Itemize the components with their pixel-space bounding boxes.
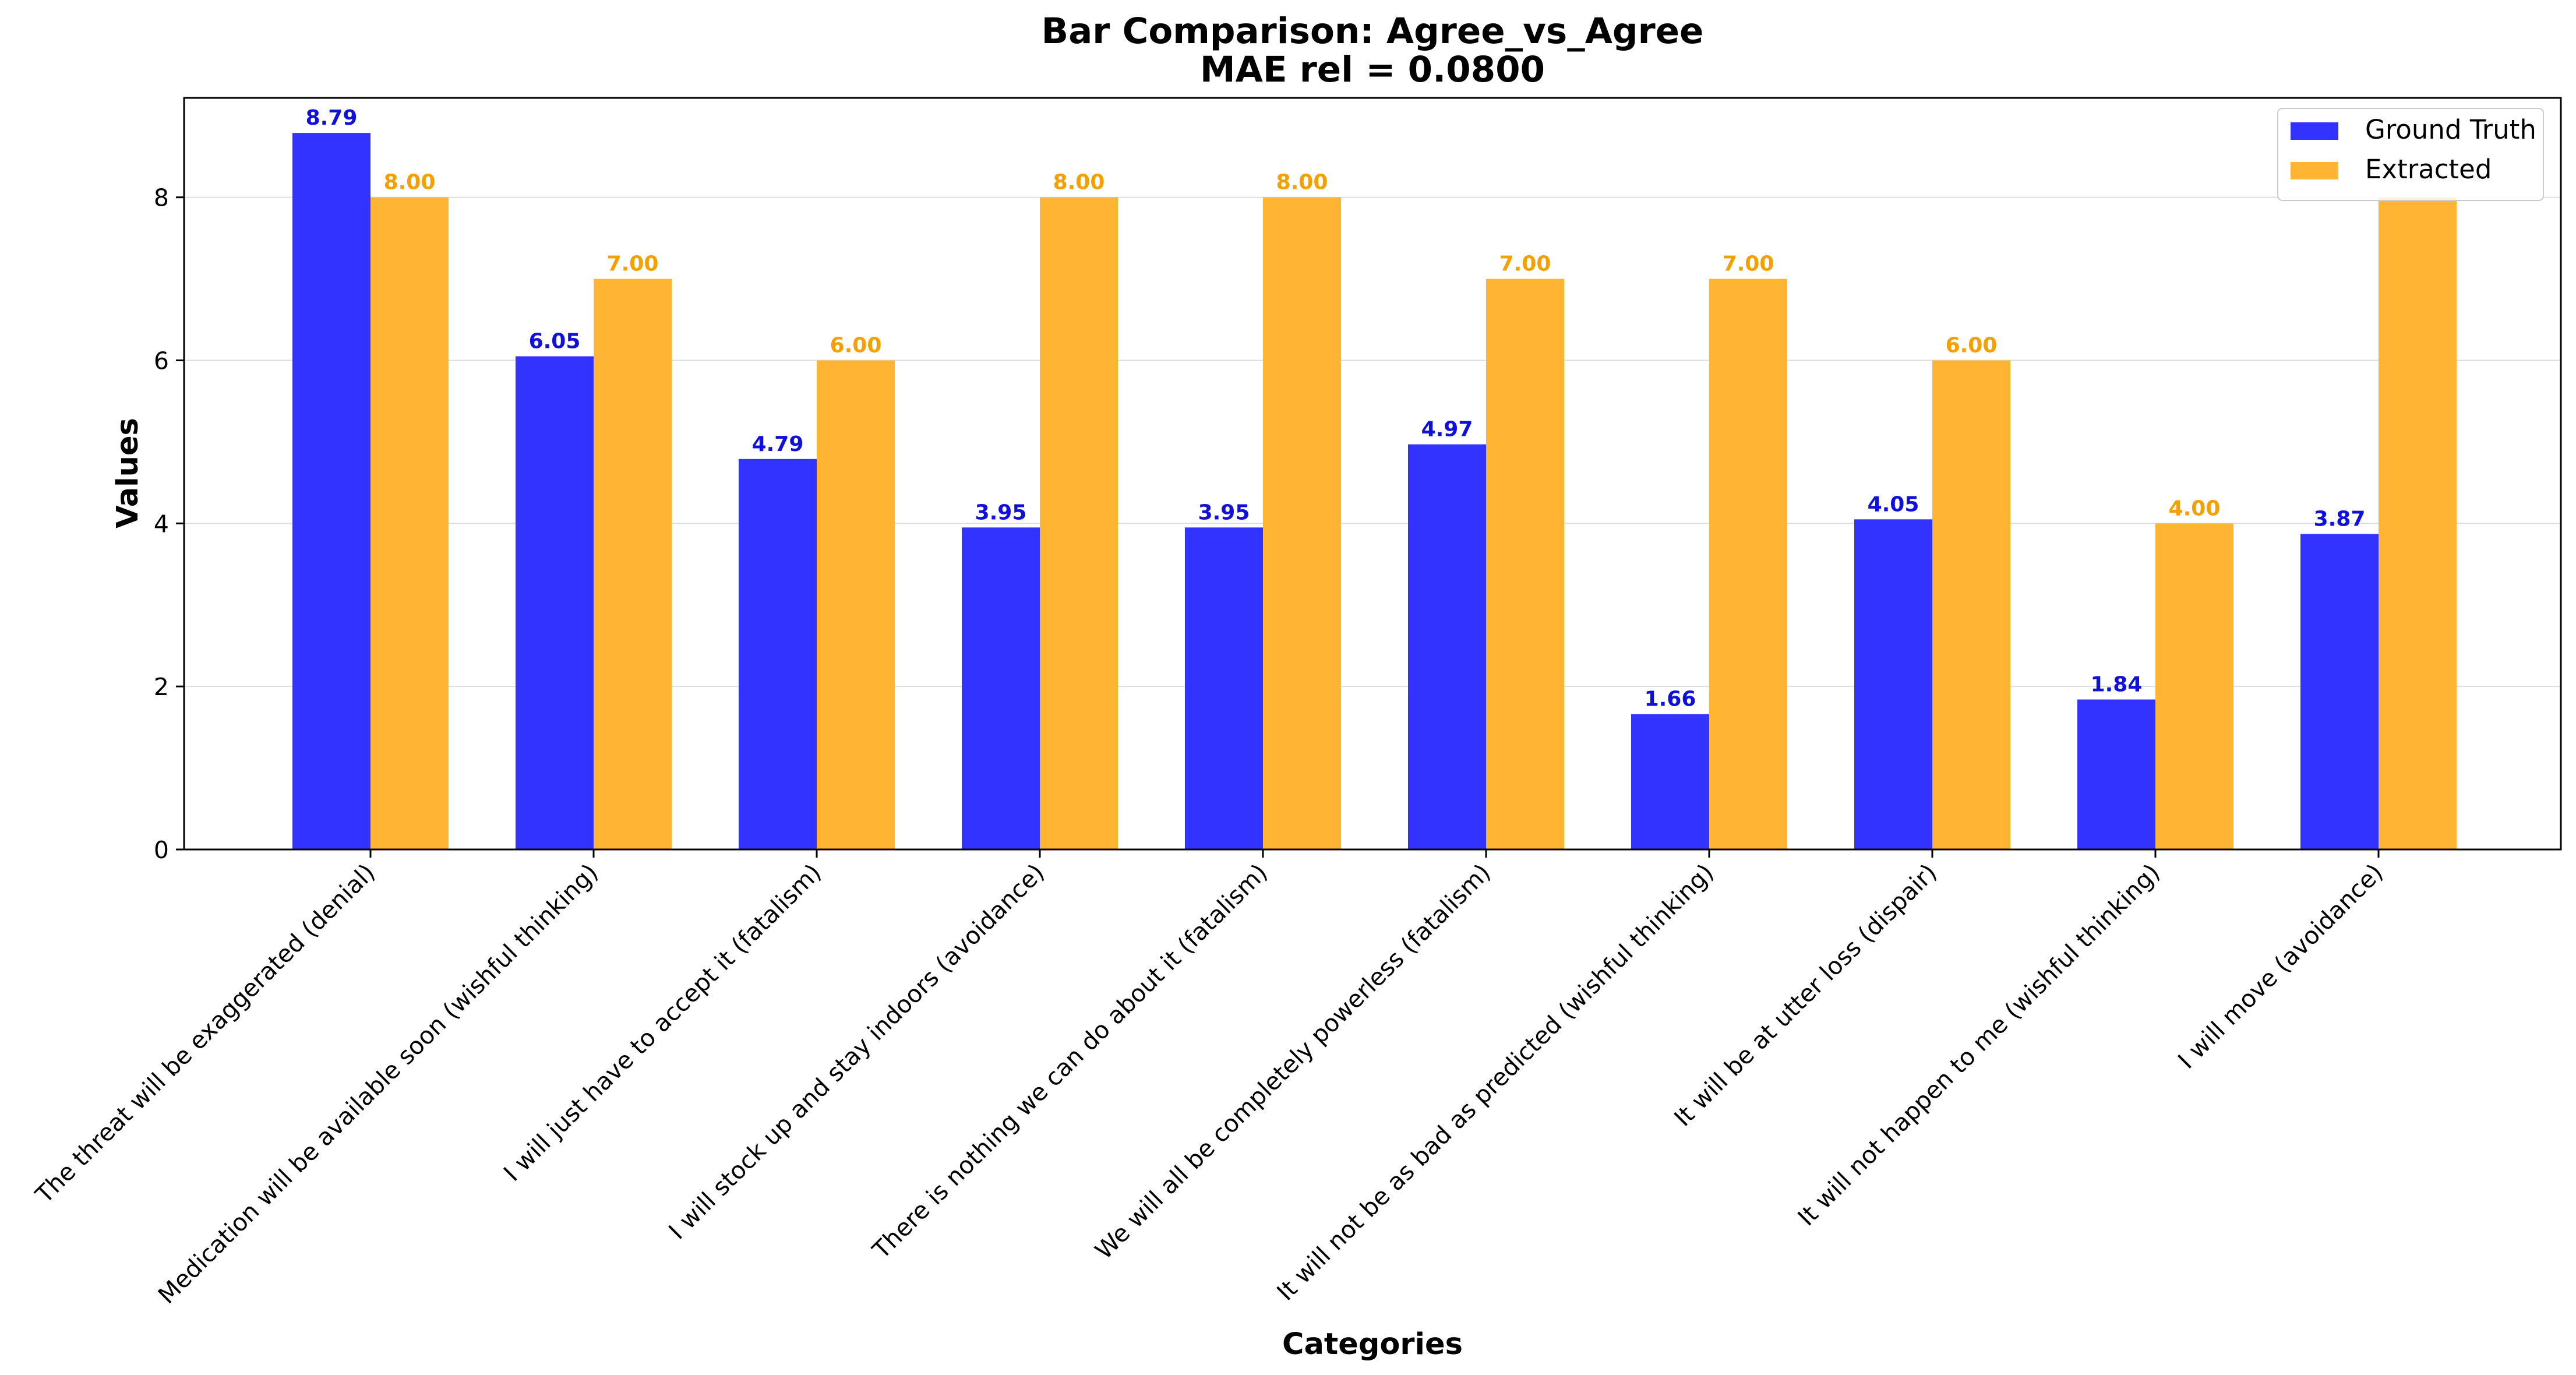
bar-extracted: [370, 197, 449, 850]
bar-extracted: [1040, 197, 1118, 850]
bar-extracted: [594, 278, 672, 849]
bar-extracted: [2155, 523, 2233, 849]
bar-ground-truth: [2300, 534, 2379, 849]
bar-value-label: 4.97: [1421, 418, 1473, 442]
bar-ground-truth: [739, 459, 817, 849]
y-tick-label: 0: [154, 836, 169, 864]
bar-value-label: 8.00: [1053, 171, 1105, 195]
x-tick-label: It will not happen to me (wishful thinki…: [1792, 858, 2165, 1231]
y-tick-label: 8: [154, 184, 169, 212]
chart-subtitle: MAE rel = 0.0800: [1200, 49, 1545, 90]
bar-value-label: 4.05: [1868, 492, 1919, 516]
bar-value-label: 3.95: [975, 500, 1027, 524]
bar-extracted: [1932, 360, 2010, 849]
x-tick-label: It will not be as bad as predicted (wish…: [1272, 858, 1720, 1306]
bar-value-label: 7.00: [1499, 252, 1551, 276]
x-tick-label: It will be at utter loss (dispair): [1668, 858, 1942, 1132]
bar-ground-truth: [1185, 527, 1263, 849]
bar-ground-truth: [2077, 699, 2155, 849]
y-axis-ticks: 0 2 4 6 8: [154, 184, 184, 864]
chart-title: Bar Comparison: Agree_vs_Agree: [1042, 10, 1704, 52]
bar-value-label: 4.00: [2169, 496, 2221, 520]
y-tick-label: 2: [154, 673, 169, 701]
legend: Ground Truth Extracted: [2277, 108, 2544, 201]
bar-extracted: [817, 360, 895, 849]
bar-value-label: 6.00: [830, 334, 882, 358]
bar-ground-truth: [1854, 519, 1932, 849]
bar-value-label: 3.95: [1198, 500, 1250, 524]
bar-value-label: 6.00: [1946, 334, 1998, 358]
bar-extracted: [1486, 278, 1564, 849]
legend-swatch: [2291, 162, 2338, 179]
x-tick-label: I will stock up and stay indoors (avoida…: [664, 858, 1050, 1245]
x-axis-ticks: The threat will be exaggerated (denial)M…: [30, 849, 2388, 1309]
bar-value-label: 8.79: [306, 106, 358, 130]
bar-value-label: 8.00: [384, 171, 436, 195]
legend-label: Ground Truth: [2365, 114, 2536, 145]
y-tick-label: 4: [154, 510, 169, 538]
x-tick-label: The threat will be exaggerated (denial): [30, 858, 380, 1209]
bar-ground-truth: [516, 356, 594, 849]
x-axis-label: Categories: [1282, 1327, 1463, 1362]
bar-value-label: 1.84: [2091, 673, 2143, 697]
bar-value-label: 1.66: [1645, 688, 1696, 711]
y-axis-label: Values: [111, 418, 145, 528]
bar-value-label: 7.00: [1723, 252, 1774, 276]
bar-value-label: 6.05: [529, 330, 581, 354]
bar-value-labels: 8.79 6.05 4.79 3.95 3.95 4.97 1.66 4.05 1.84 3.87…: [306, 106, 2366, 711]
bar-value-label: 4.79: [752, 432, 804, 456]
bar-ground-truth: [292, 133, 370, 849]
bar-value-label: 7.00: [607, 252, 659, 276]
x-tick-label: I will move (avoidance): [2172, 858, 2388, 1074]
x-tick-label: Medication will be available soon (wishf…: [153, 858, 604, 1309]
bar-ground-truth: [1408, 444, 1486, 849]
legend-box: [2277, 108, 2544, 201]
bar-value-label: 8.00: [1276, 171, 1328, 195]
bar-extracted: [1263, 197, 1341, 850]
bar-ground-truth: [1631, 714, 1709, 849]
bars: [292, 133, 2457, 850]
y-tick-label: 6: [154, 347, 169, 375]
plot-frame: [183, 97, 2562, 851]
bar-value-label: 3.87: [2314, 507, 2366, 531]
bar-extracted: [1709, 278, 1787, 849]
legend-label: Extracted: [2365, 154, 2492, 185]
bar-ground-truth: [962, 527, 1040, 849]
x-tick-label: There is nothing we can do about it (fat…: [867, 858, 1273, 1264]
legend-swatch: [2291, 122, 2338, 140]
bar-extracted: [2379, 197, 2457, 850]
x-tick-label: We will all be completely powerless (fat…: [1090, 858, 1497, 1265]
